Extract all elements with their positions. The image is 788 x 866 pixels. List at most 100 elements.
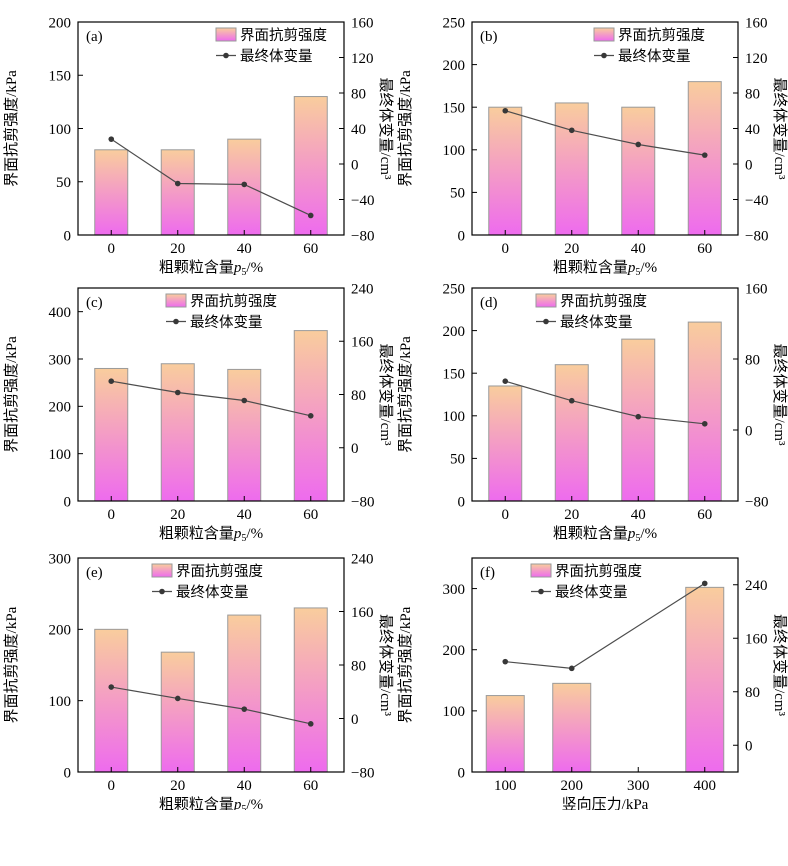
panel-tag: (c) (86, 295, 103, 311)
right-axis-tick-label: 160 (351, 335, 374, 351)
right-axis-tick-label: 80 (745, 352, 760, 368)
shear-strength-bar (160, 363, 195, 502)
x-axis-tick-label: 20 (564, 507, 579, 523)
right-axis-title: 最终体变量/cm³ (771, 78, 788, 180)
volume-change-marker (108, 684, 115, 690)
right-axis-tick-label: 120 (351, 51, 374, 67)
x-axis-tick-label: 400 (694, 778, 717, 794)
x-axis-tick-label: 0 (108, 241, 116, 257)
right-axis-tick-label: 240 (351, 551, 374, 567)
left-axis-tick-label: 100 (443, 704, 466, 720)
right-axis-tick-label: 160 (351, 605, 374, 621)
x-axis-tick-label: 0 (502, 507, 510, 523)
right-axis-tick-label: −80 (745, 494, 768, 510)
volume-change-marker (502, 107, 509, 114)
x-axis-tick-label: 20 (170, 241, 185, 257)
volume-change-marker (307, 721, 314, 727)
left-axis-title: 界面抗剪强度/kPa (397, 336, 414, 453)
panel-tag: (b) (480, 29, 498, 45)
volume-change-marker (701, 152, 708, 158)
shear-strength-bar (554, 364, 589, 502)
right-axis-tick-label: 0 (351, 157, 359, 173)
shear-strength-bar (94, 149, 129, 236)
charts-grid: 0 50 100 150 200 −80 −40 0 40 80 120 160 0 20 40 60 (a) 界… (3, 15, 788, 810)
volume-change-marker (635, 141, 642, 148)
figure-caption: (a) 1.4 g/cm³试样 σ=100 kPa； (b) 1.4 g/cm³… (0, 810, 788, 866)
legend-line-label: 最终体变量 (190, 314, 263, 331)
legend-bar-label: 界面抗剪强度 (176, 562, 263, 580)
x-axis-tick-label: 0 (108, 778, 116, 794)
legend-line-marker (159, 588, 165, 595)
shear-strength-bar (621, 338, 656, 502)
left-axis-title: 界面抗剪强度/kPa (3, 70, 20, 187)
x-axis-title: 粗颗粒含量p5/% (159, 796, 263, 810)
shear-strength-bar (685, 586, 725, 773)
x-axis-tick-label: 40 (631, 241, 646, 257)
left-axis-tick-label: 50 (450, 452, 465, 468)
shear-strength-bar (94, 367, 129, 502)
x-axis-tick-label: 40 (237, 241, 252, 257)
x-axis-title: 粗颗粒含量p5/% (553, 259, 657, 278)
shear-strength-bar (485, 695, 525, 773)
x-axis-tick-label: 60 (697, 507, 712, 523)
x-axis-tick-label: 300 (627, 778, 650, 794)
x-axis-tick-label: 40 (631, 507, 646, 523)
volume-change-marker (108, 378, 115, 384)
legend-bar-swatch (530, 563, 552, 578)
left-axis-title: 界面抗剪强度/kPa (397, 606, 414, 723)
panel-tag: (a) (86, 29, 103, 45)
left-axis-tick-label: 250 (443, 15, 466, 31)
left-axis-tick-label: 0 (458, 494, 466, 510)
volume-change-line (505, 110, 705, 156)
shear-strength-bar (687, 321, 722, 502)
right-axis-tick-label: 160 (351, 15, 374, 31)
x-axis-title: 竖向压力/kPa (562, 796, 649, 810)
volume-change-line (111, 380, 311, 417)
x-axis-title: 粗颗粒含量p5/% (553, 525, 657, 544)
panel-tag: (e) (86, 565, 103, 581)
left-axis-tick-label: 0 (458, 228, 466, 244)
right-axis-title: 最终体变量/cm³ (377, 78, 394, 180)
legend-bar-label: 界面抗剪强度 (618, 26, 705, 44)
right-axis-tick-label: 0 (351, 441, 359, 457)
right-axis-title: 最终体变量/cm³ (377, 344, 394, 446)
volume-change-marker (174, 180, 181, 187)
volume-change-marker (568, 397, 575, 404)
left-axis-tick-label: 150 (443, 100, 466, 116)
legend-line-marker (543, 318, 549, 325)
left-axis-tick-label: 200 (49, 400, 72, 416)
right-axis-tick-label: 0 (351, 712, 359, 728)
subplot-c: 0 100 200 300 400 −80 0 80 160 240 0 20 40 60 (c) 界面抗剪强… (3, 281, 394, 544)
subplot-a: 0 50 100 150 200 −80 −40 0 40 80 120 160 0 20 40 60 (a) 界… (3, 15, 394, 278)
x-axis-title: 粗颗粒含量p5/% (159, 525, 263, 544)
x-axis-tick-label: 60 (303, 507, 318, 523)
legend-bar-label: 界面抗剪强度 (555, 562, 642, 580)
right-axis-tick-label: 80 (351, 388, 366, 404)
volume-change-marker (174, 695, 181, 702)
left-axis-tick-label: 50 (56, 175, 71, 191)
right-axis-tick-label: 40 (351, 122, 366, 138)
volume-change-marker (502, 378, 509, 384)
left-axis-title: 界面抗剪强度/kPa (397, 70, 414, 187)
panel-tag: (d) (480, 295, 498, 311)
volume-change-line (505, 380, 705, 425)
left-axis-tick-label: 200 (443, 324, 466, 340)
volume-change-marker (307, 413, 314, 419)
right-axis-title: 最终体变量/cm³ (771, 344, 788, 446)
volume-change-line (111, 686, 311, 725)
right-axis-tick-label: −80 (351, 228, 374, 244)
x-axis-tick-label: 0 (502, 241, 510, 257)
shear-strength-bar (160, 149, 195, 236)
right-axis-tick-label: 0 (745, 423, 753, 439)
shear-strength-bar (160, 651, 195, 773)
right-axis-tick-label: −40 (745, 193, 768, 209)
right-axis-title: 最终体变量/cm³ (377, 614, 394, 716)
left-axis-tick-label: 100 (49, 447, 72, 463)
volume-change-marker (701, 420, 708, 427)
shear-strength-bar (687, 81, 722, 236)
legend-bar-swatch (215, 27, 237, 42)
shear-strength-bar (227, 368, 262, 502)
